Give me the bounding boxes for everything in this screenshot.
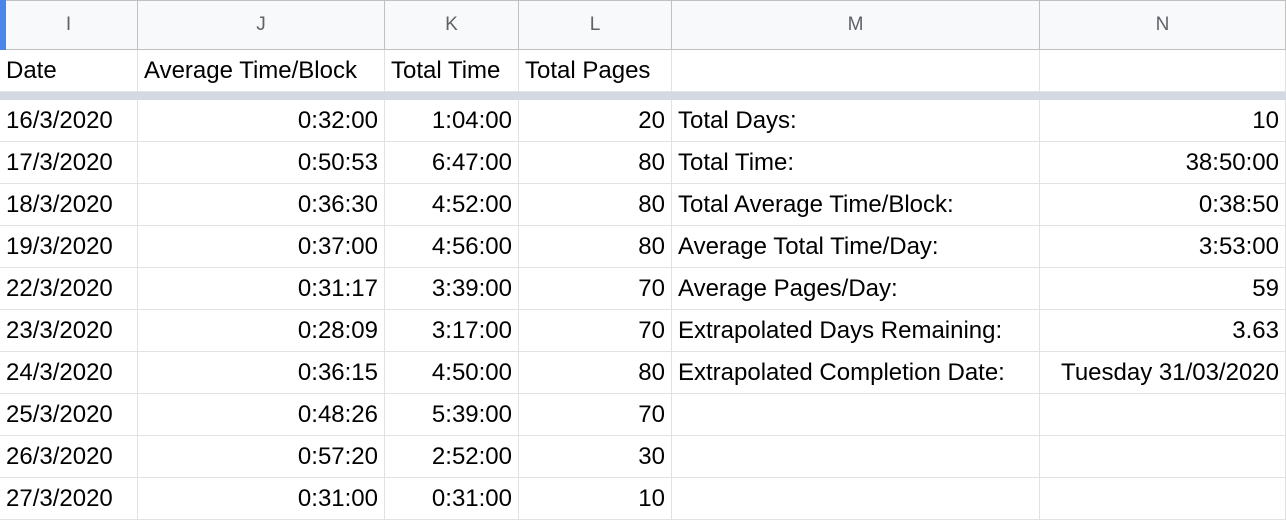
total-time-cell[interactable]: 4:52:00 bbox=[385, 184, 519, 226]
table-row: 17/3/2020 0:50:53 6:47:00 80 Total Time:… bbox=[0, 142, 1286, 184]
date-cell[interactable]: 23/3/2020 bbox=[0, 310, 138, 352]
summary-label-cell[interactable] bbox=[672, 394, 1040, 436]
total-pages-cell[interactable]: 80 bbox=[519, 142, 672, 184]
header-cell-average-time-block[interactable]: Average Time/Block bbox=[138, 50, 385, 92]
total-time-cell[interactable]: 4:56:00 bbox=[385, 226, 519, 268]
total-time-cell[interactable]: 0:31:00 bbox=[385, 478, 519, 520]
header-cell-total-time[interactable]: Total Time bbox=[385, 50, 519, 92]
table-row: 22/3/2020 0:31:17 3:39:00 70 Average Pag… bbox=[0, 268, 1286, 310]
table-row: 18/3/2020 0:36:30 4:52:00 80 Total Avera… bbox=[0, 184, 1286, 226]
header-cell-total-pages[interactable]: Total Pages bbox=[519, 50, 672, 92]
summary-value-cell[interactable]: 38:50:00 bbox=[1040, 142, 1286, 184]
summary-value-cell[interactable]: Tuesday 31/03/2020 bbox=[1040, 352, 1286, 394]
summary-label-cell[interactable] bbox=[672, 478, 1040, 520]
table-row: 23/3/2020 0:28:09 3:17:00 70 Extrapolate… bbox=[0, 310, 1286, 352]
column-selection-marker bbox=[0, 0, 6, 50]
frozen-row-divider[interactable] bbox=[0, 92, 1286, 100]
table-row: 27/3/2020 0:31:00 0:31:00 10 bbox=[0, 478, 1286, 520]
total-time-cell[interactable]: 5:39:00 bbox=[385, 394, 519, 436]
column-header-m[interactable]: M bbox=[672, 1, 1040, 49]
date-cell[interactable]: 26/3/2020 bbox=[0, 436, 138, 478]
average-time-cell[interactable]: 0:31:00 bbox=[138, 478, 385, 520]
summary-value-cell[interactable]: 3.63 bbox=[1040, 310, 1286, 352]
summary-label-cell[interactable]: Extrapolated Completion Date: bbox=[672, 352, 1040, 394]
header-cell-m[interactable] bbox=[672, 50, 1040, 92]
total-time-cell[interactable]: 4:50:00 bbox=[385, 352, 519, 394]
summary-label-cell[interactable]: Total Time: bbox=[672, 142, 1040, 184]
table-row: 16/3/2020 0:32:00 1:04:00 20 Total Days:… bbox=[0, 100, 1286, 142]
date-cell[interactable]: 17/3/2020 bbox=[0, 142, 138, 184]
total-pages-cell[interactable]: 30 bbox=[519, 436, 672, 478]
total-pages-cell[interactable]: 70 bbox=[519, 394, 672, 436]
column-header-bar: I J K L M N bbox=[0, 0, 1286, 50]
summary-label-cell[interactable]: Average Total Time/Day: bbox=[672, 226, 1040, 268]
summary-label-cell[interactable]: Extrapolated Days Remaining: bbox=[672, 310, 1040, 352]
total-pages-cell[interactable]: 80 bbox=[519, 226, 672, 268]
total-pages-cell[interactable]: 70 bbox=[519, 268, 672, 310]
average-time-cell[interactable]: 0:28:09 bbox=[138, 310, 385, 352]
column-header-j[interactable]: J bbox=[138, 1, 385, 49]
total-pages-cell[interactable]: 10 bbox=[519, 478, 672, 520]
average-time-cell[interactable]: 0:36:15 bbox=[138, 352, 385, 394]
summary-value-cell[interactable] bbox=[1040, 394, 1286, 436]
average-time-cell[interactable]: 0:37:00 bbox=[138, 226, 385, 268]
header-row: Date Average Time/Block Total Time Total… bbox=[0, 50, 1286, 92]
date-cell[interactable]: 22/3/2020 bbox=[0, 268, 138, 310]
total-time-cell[interactable]: 2:52:00 bbox=[385, 436, 519, 478]
average-time-cell[interactable]: 0:50:53 bbox=[138, 142, 385, 184]
total-time-cell[interactable]: 3:39:00 bbox=[385, 268, 519, 310]
summary-value-cell[interactable]: 0:38:50 bbox=[1040, 184, 1286, 226]
summary-label-cell[interactable]: Average Pages/Day: bbox=[672, 268, 1040, 310]
average-time-cell[interactable]: 0:36:30 bbox=[138, 184, 385, 226]
total-time-cell[interactable]: 1:04:00 bbox=[385, 100, 519, 142]
table-row: 19/3/2020 0:37:00 4:56:00 80 Average Tot… bbox=[0, 226, 1286, 268]
summary-label-cell[interactable] bbox=[672, 436, 1040, 478]
total-pages-cell[interactable]: 80 bbox=[519, 184, 672, 226]
table-row: 25/3/2020 0:48:26 5:39:00 70 bbox=[0, 394, 1286, 436]
summary-value-cell[interactable]: 10 bbox=[1040, 100, 1286, 142]
header-cell-date[interactable]: Date bbox=[0, 50, 138, 92]
summary-label-cell[interactable]: Total Average Time/Block: bbox=[672, 184, 1040, 226]
table-row: 24/3/2020 0:36:15 4:50:00 80 Extrapolate… bbox=[0, 352, 1286, 394]
average-time-cell[interactable]: 0:31:17 bbox=[138, 268, 385, 310]
column-header-i[interactable]: I bbox=[0, 1, 138, 49]
average-time-cell[interactable]: 0:48:26 bbox=[138, 394, 385, 436]
average-time-cell[interactable]: 0:32:00 bbox=[138, 100, 385, 142]
summary-value-cell[interactable] bbox=[1040, 478, 1286, 520]
total-time-cell[interactable]: 3:17:00 bbox=[385, 310, 519, 352]
date-cell[interactable]: 27/3/2020 bbox=[0, 478, 138, 520]
summary-value-cell[interactable] bbox=[1040, 436, 1286, 478]
date-cell[interactable]: 16/3/2020 bbox=[0, 100, 138, 142]
date-cell[interactable]: 24/3/2020 bbox=[0, 352, 138, 394]
total-pages-cell[interactable]: 70 bbox=[519, 310, 672, 352]
header-cell-n[interactable] bbox=[1040, 50, 1286, 92]
column-header-k[interactable]: K bbox=[385, 1, 519, 49]
column-header-n[interactable]: N bbox=[1040, 1, 1286, 49]
column-header-l[interactable]: L bbox=[519, 1, 672, 49]
date-cell[interactable]: 18/3/2020 bbox=[0, 184, 138, 226]
date-cell[interactable]: 25/3/2020 bbox=[0, 394, 138, 436]
table-row: 26/3/2020 0:57:20 2:52:00 30 bbox=[0, 436, 1286, 478]
average-time-cell[interactable]: 0:57:20 bbox=[138, 436, 385, 478]
total-pages-cell[interactable]: 80 bbox=[519, 352, 672, 394]
summary-value-cell[interactable]: 59 bbox=[1040, 268, 1286, 310]
summary-value-cell[interactable]: 3:53:00 bbox=[1040, 226, 1286, 268]
summary-label-cell[interactable]: Total Days: bbox=[672, 100, 1040, 142]
date-cell[interactable]: 19/3/2020 bbox=[0, 226, 138, 268]
total-pages-cell[interactable]: 20 bbox=[519, 100, 672, 142]
total-time-cell[interactable]: 6:47:00 bbox=[385, 142, 519, 184]
